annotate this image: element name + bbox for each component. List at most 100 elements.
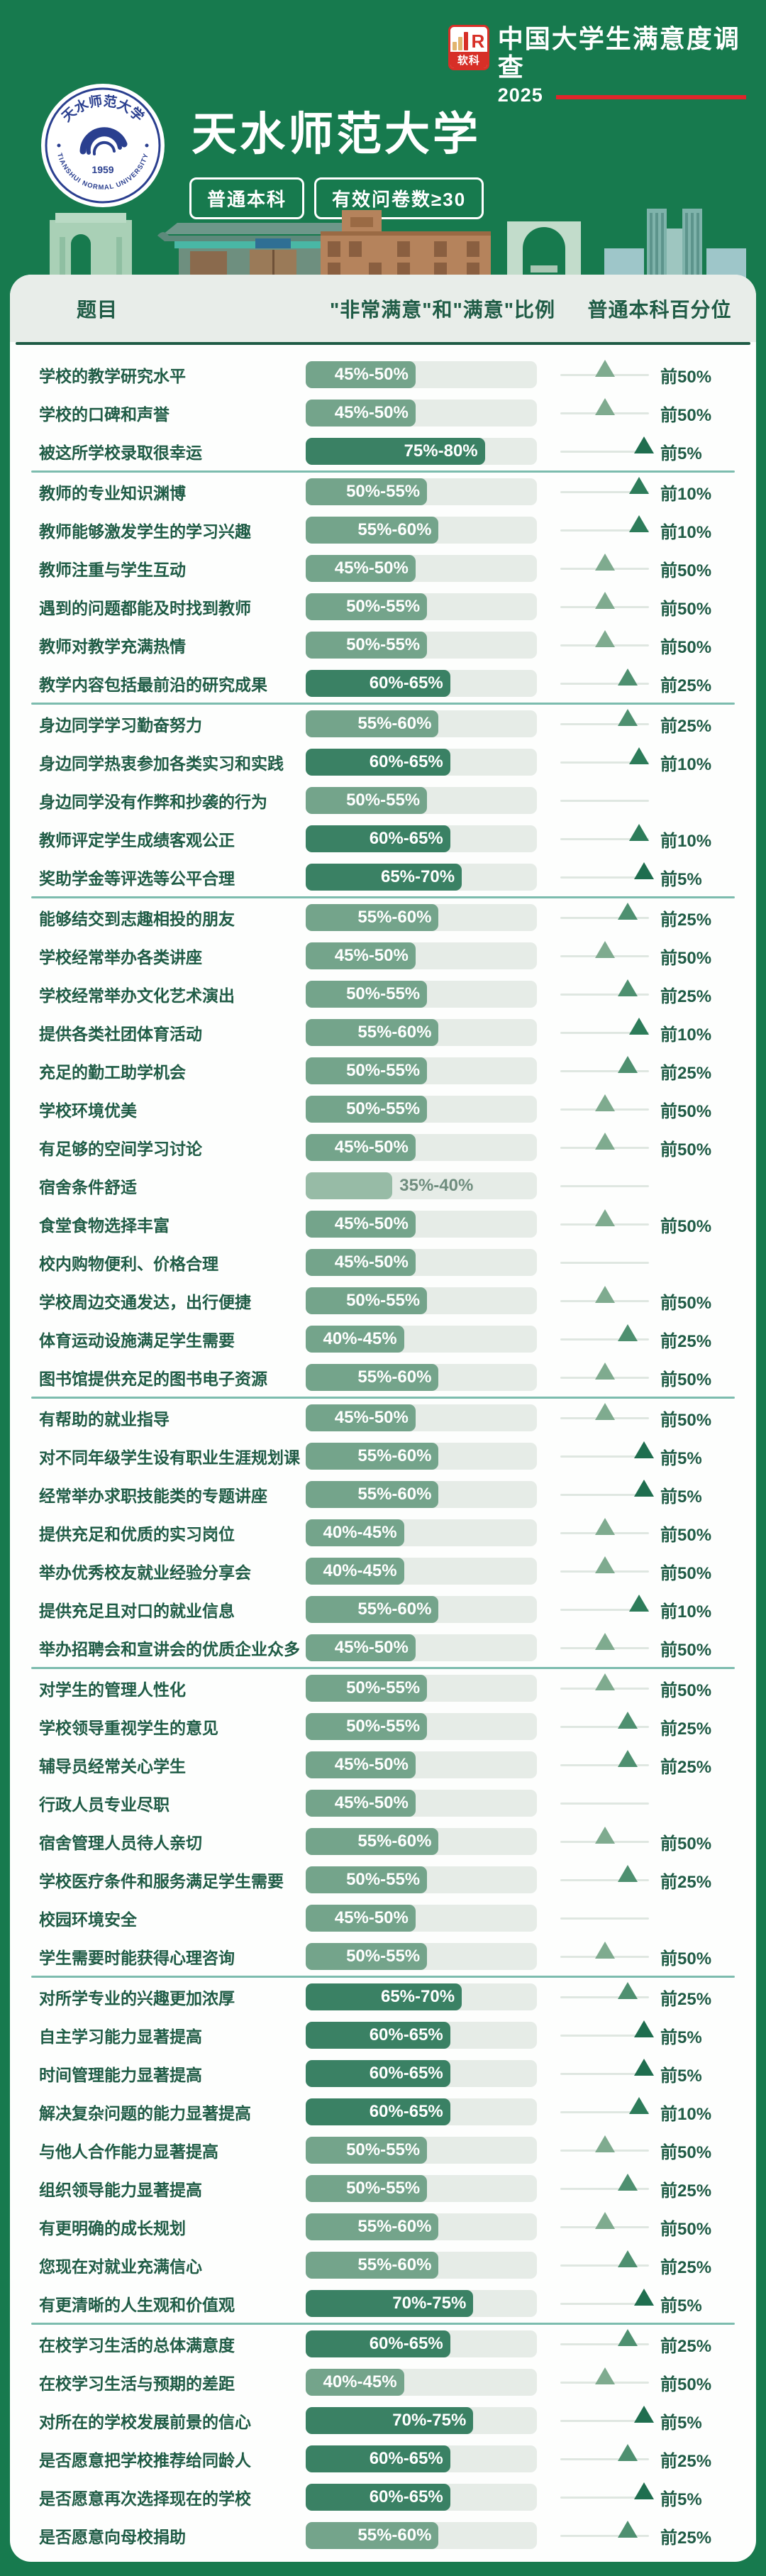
percentile-triangle-icon	[633, 2482, 654, 2499]
ratio-bar-fill: 55%-60%	[306, 1364, 439, 1391]
ratio-bar-fill: 45%-50%	[306, 400, 416, 426]
percentile-triangle-icon	[633, 2058, 654, 2076]
ratio-bar-track: 60%-65%	[306, 2484, 537, 2511]
percentile-indicator: 前5%	[560, 2058, 738, 2086]
percentile-line	[560, 823, 650, 841]
ratio-bar-track: 45%-50%	[306, 1751, 537, 1778]
ratio-bar-track: 50%-55%	[306, 593, 537, 620]
percentile-indicator: 前5%	[560, 862, 738, 890]
question-label: 学生需要时能获得心理咨询	[39, 1949, 235, 1967]
percentile-line	[560, 1441, 654, 1458]
ratio-value: 45%-50%	[334, 1755, 409, 1774]
percentile-line	[560, 1864, 649, 1882]
ratio-bar-track: 45%-50%	[306, 942, 537, 969]
percentile-value: 前50%	[660, 1370, 712, 1389]
ratio-value: 50%-55%	[346, 791, 421, 810]
section-divider	[31, 1667, 735, 1669]
ratio-bar-track: 60%-65%	[306, 2022, 537, 2049]
percentile-triangle-icon	[594, 359, 615, 377]
percentile-indicator: 前50%	[560, 1556, 738, 1584]
percentile-indicator	[560, 1917, 738, 1920]
percentile-triangle-icon	[594, 629, 615, 647]
table-row: 学生需要时能获得心理咨询 50%-55% 前50%	[10, 1937, 756, 1976]
percentile-triangle-icon	[633, 2288, 654, 2306]
table-row: 时间管理能力显著提高 60%-65% 前5%	[10, 2054, 756, 2093]
table-row: 对所学专业的兴趣更加浓厚 65%-70% 前25%	[10, 1978, 756, 2016]
table-row: 自主学习能力显著提高 60%-65% 前5%	[10, 2016, 756, 2054]
percentile-line	[560, 2288, 654, 2306]
ratio-bar-fill: 35%-40%	[306, 1172, 473, 1199]
table-row: 学校经常举办各类讲座 45%-50% 前50%	[10, 937, 756, 975]
percentile-value: 前50%	[660, 2374, 712, 2394]
percentile-line	[560, 397, 649, 415]
ratio-bar-fill: 50%-55%	[306, 1057, 428, 1084]
question-label: 自主学习能力显著提高	[39, 2027, 202, 2046]
percentile-line	[560, 1917, 649, 1920]
ratio-value: 60%-65%	[369, 2064, 443, 2083]
ratio-bar-fill: 55%-60%	[306, 2213, 439, 2240]
ratio-bar-track: 50%-55%	[306, 2175, 537, 2202]
question-label: 学校的口碑和声誉	[39, 405, 170, 424]
table-row: 学校的教学研究水平 45%-50% 前50%	[10, 356, 756, 394]
ratio-bar-track: 50%-55%	[306, 1057, 537, 1084]
ratio-bar-track: 50%-55%	[306, 1287, 537, 1314]
question-label: 学校医疗条件和服务满足学生需要	[39, 1872, 284, 1890]
percentile-line	[560, 940, 649, 958]
percentile-value: 前25%	[660, 2528, 712, 2548]
ratio-bar-track: 65%-70%	[306, 1983, 537, 2010]
percentile-line	[560, 2367, 649, 2384]
ratio-bar-track: 45%-50%	[306, 1790, 537, 1817]
ratio-bar-fill: 50%-55%	[306, 1096, 428, 1123]
percentile-triangle-icon	[618, 902, 638, 920]
question-label: 提供充足和优质的实习岗位	[39, 1525, 235, 1543]
table-row: 充足的勤工助学机会 50%-55% 前25%	[10, 1052, 756, 1090]
ratio-bar-fill: 60%-65%	[306, 2098, 450, 2125]
percentile-triangle-icon	[618, 979, 638, 996]
ratio-value: 35%-40%	[399, 1176, 474, 1195]
percentile-indicator: 前50%	[560, 1673, 738, 1701]
ratio-value: 55%-60%	[357, 520, 432, 539]
percentile-triangle-icon	[618, 1864, 638, 1882]
question-label: 举办优秀校友就业经验分享会	[39, 1563, 251, 1582]
percentile-line	[560, 2058, 654, 2076]
question-label: 宿舍管理人员待人亲切	[39, 1834, 202, 1852]
ratio-bar-fill: 60%-65%	[306, 2060, 450, 2087]
ratio-bar-track: 60%-65%	[306, 2060, 537, 2087]
ratio-value: 45%-50%	[334, 558, 409, 578]
ratio-bar-fill: 55%-60%	[306, 2252, 439, 2279]
percentile-triangle-icon	[629, 1594, 650, 1612]
question-label: 校内购物便利、价格合理	[39, 1255, 218, 1273]
percentile-triangle-icon	[594, 1094, 615, 1111]
percentile-triangle-icon	[594, 2135, 615, 2152]
question-label: 遇到的问题都能及时找到教师	[39, 599, 251, 617]
percentile-indicator	[560, 1261, 738, 1264]
ratio-bar-fill: 55%-60%	[306, 2522, 439, 2549]
ratio-bar-fill: 50%-55%	[306, 2175, 428, 2202]
percentile-indicator: 前5%	[560, 2288, 738, 2316]
percentile-triangle-icon	[594, 1673, 615, 1690]
ratio-bar-fill: 55%-60%	[306, 1481, 439, 1508]
percentile-value: 前5%	[660, 869, 702, 889]
ratio-bar-track: 55%-60%	[306, 1443, 537, 1470]
ratio-bar-fill: 65%-70%	[306, 864, 462, 891]
percentile-triangle-icon	[594, 1556, 615, 1573]
table-row: 提供充足和优质的实习岗位 40%-45% 前50%	[10, 1514, 756, 1552]
percentile-value: 前5%	[660, 1448, 702, 1468]
percentile-value: 前5%	[660, 2066, 702, 2086]
percentile-line	[560, 1055, 649, 1073]
ratio-bar-fill: 60%-65%	[306, 2484, 450, 2511]
question-label: 经常举办求职技能类的专题讲座	[39, 1487, 267, 1505]
percentile-triangle-icon	[629, 1017, 650, 1035]
percentile-indicator: 前25%	[560, 2520, 738, 2548]
ratio-bar-track: 50%-55%	[306, 1675, 537, 1702]
seal-year-text: 1959	[91, 164, 113, 175]
percentile-indicator: 前50%	[560, 2367, 738, 2395]
table-row: 在校学习生活与预期的差距 40%-45% 前50%	[10, 2363, 756, 2401]
percentile-indicator: 前50%	[560, 1632, 738, 1661]
ratio-bar-track: 45%-50%	[306, 555, 537, 582]
percentile-indicator: 前50%	[560, 359, 738, 387]
table-row: 身边同学热衷参加各类实习和实践 60%-65% 前10%	[10, 743, 756, 781]
ratio-value: 60%-65%	[369, 752, 443, 771]
percentile-line	[560, 2135, 649, 2152]
